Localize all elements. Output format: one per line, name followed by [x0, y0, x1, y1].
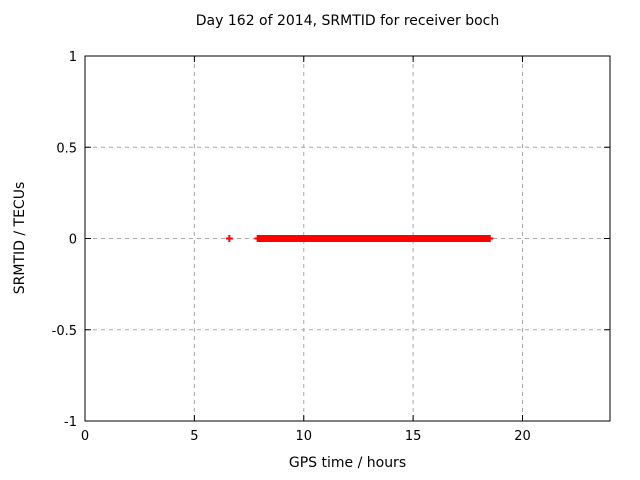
y-tick-label: 0.5 — [56, 141, 77, 156]
x-tick-label: 20 — [514, 429, 531, 444]
x-tick-label: 15 — [405, 429, 422, 444]
y-tick-label: -1 — [64, 415, 77, 430]
y-tick-label: -0.5 — [52, 324, 77, 339]
x-axis-label: GPS time / hours — [288, 455, 407, 471]
x-tick-label: 0 — [81, 429, 89, 444]
chart-title: Day 162 of 2014, SRMTID for receiver boc… — [195, 13, 500, 29]
x-tick-label: 10 — [295, 429, 312, 444]
x-tick-label: 5 — [190, 429, 198, 444]
y-tick-label: 1 — [69, 50, 77, 65]
y-tick-label: 0 — [69, 233, 77, 248]
data-segment — [256, 235, 491, 242]
